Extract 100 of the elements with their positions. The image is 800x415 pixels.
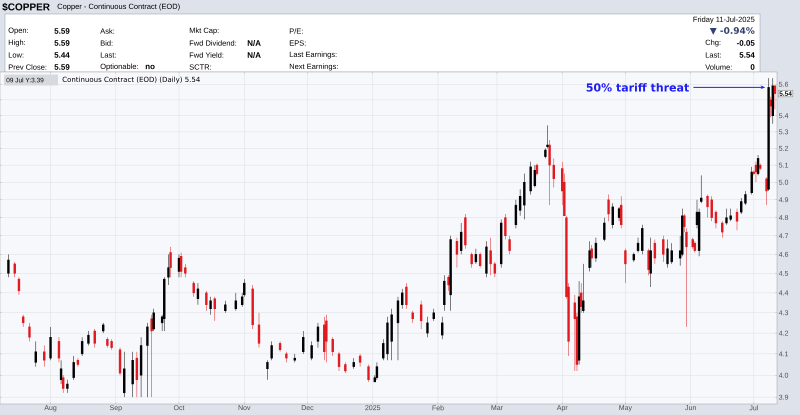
candlestick (323, 316, 326, 360)
candlestick (66, 380, 69, 394)
candlestick (514, 199, 518, 229)
text: no (146, 64, 155, 70)
candlestick (136, 352, 138, 398)
candlestick (456, 237, 458, 268)
candlestick (270, 341, 273, 360)
candlestick (632, 252, 636, 262)
candlestick (214, 296, 216, 322)
candlestick (102, 322, 104, 334)
text: N/A (248, 52, 261, 58)
candlestick (548, 140, 551, 206)
candlestick (43, 345, 46, 367)
candlestick (258, 312, 260, 348)
candlestick (205, 290, 208, 311)
candlestick (607, 194, 610, 222)
candlestick (529, 161, 532, 195)
text: 5.59 (54, 40, 70, 46)
candlestick (662, 236, 664, 262)
candlestick (474, 248, 478, 264)
candlestick (432, 308, 435, 322)
candlestick (725, 208, 728, 226)
candlestick (594, 237, 598, 262)
candlestick (118, 347, 122, 376)
candlestick (588, 241, 591, 272)
candlestick (769, 96, 772, 118)
candlestick (774, 86, 776, 110)
candlestick (344, 362, 347, 374)
candlestick (123, 352, 126, 398)
candlestick (14, 262, 16, 278)
candlestick (736, 208, 738, 231)
candlestick (376, 362, 378, 380)
candlestick (603, 217, 606, 242)
text: 5.59 (54, 28, 70, 34)
candlestick (620, 196, 622, 229)
candlestick (624, 248, 627, 284)
candlestick (412, 310, 414, 324)
candlestick (180, 252, 182, 278)
candlestick (325, 314, 328, 363)
candlestick (34, 341, 37, 367)
candlestick (22, 314, 24, 328)
candlestick (152, 308, 155, 332)
candlestick (574, 294, 576, 372)
candlestick (536, 163, 538, 176)
annotation: 50% tariff threat (586, 83, 689, 92)
candlestick (500, 219, 502, 268)
text: 0 (750, 64, 754, 70)
chart-title: $COPPER (2, 2, 50, 12)
candlestick (523, 173, 526, 220)
candlestick (310, 341, 313, 360)
candlestick (765, 176, 768, 206)
text: 5.59 (54, 64, 70, 70)
text: -0.05 (736, 40, 755, 46)
candlestick (209, 296, 212, 315)
candlestick (470, 252, 473, 268)
candlestick (729, 208, 732, 222)
candlestick (167, 254, 170, 286)
candlestick (131, 352, 134, 398)
candlestick (178, 254, 180, 278)
candlestick (278, 341, 282, 352)
candlestick (694, 241, 696, 253)
candlestick (405, 282, 408, 309)
text: ▼ -0.94% (710, 27, 755, 35)
candlestick (352, 358, 355, 370)
candlestick (647, 248, 650, 276)
candlestick (76, 358, 80, 367)
candlestick (87, 330, 90, 346)
candlestick (316, 322, 320, 348)
candlestick (750, 166, 753, 195)
candlestick (72, 356, 75, 380)
candlestick (443, 275, 446, 311)
candlestick (544, 148, 547, 159)
text: N/A (248, 40, 261, 46)
candlestick (49, 326, 52, 360)
candlestick (28, 322, 31, 342)
candlestick (62, 374, 64, 394)
candlestick (508, 236, 511, 255)
candlestick (338, 352, 340, 372)
candlestick (654, 239, 656, 264)
candlestick (464, 214, 467, 250)
candlestick (169, 246, 172, 278)
candlestick (332, 336, 334, 356)
candlestick (485, 241, 488, 278)
candlestick (666, 239, 669, 268)
candlestick (302, 330, 304, 354)
candlestick (580, 282, 582, 313)
candlestick (192, 280, 195, 298)
candlestick (386, 316, 389, 360)
candlestick (754, 161, 758, 183)
text: 5.54 (739, 52, 755, 58)
candlestick (294, 354, 296, 363)
candlestick (649, 237, 652, 288)
candlestick (251, 284, 254, 330)
candlestick (449, 236, 452, 311)
candlestick (150, 314, 153, 398)
candlestick (758, 163, 762, 171)
candlestick (504, 214, 507, 240)
candlestick (285, 352, 288, 363)
candlestick (367, 364, 370, 382)
candlestick (266, 360, 269, 380)
